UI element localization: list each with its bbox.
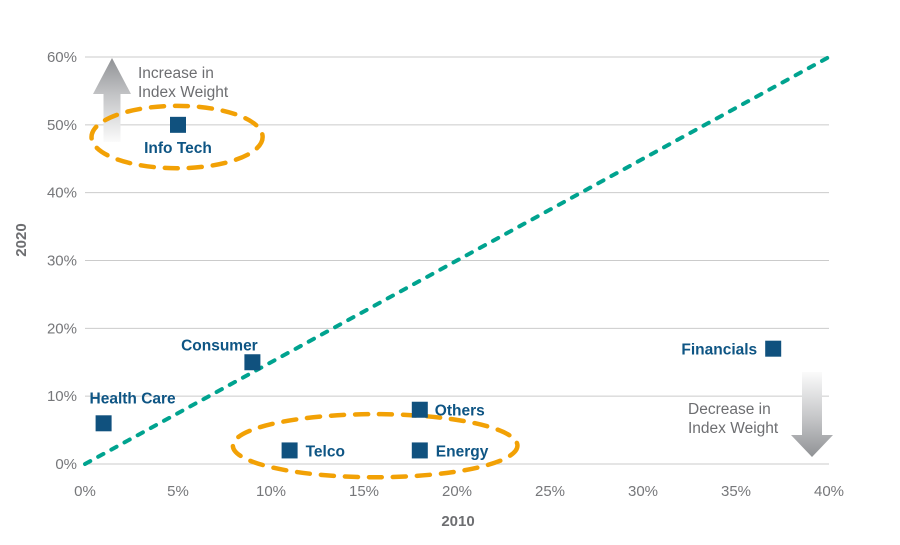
data-point-label-health-care: Health Care	[90, 390, 177, 407]
annotation-increase-line: Index Weight	[138, 84, 229, 101]
y-tick-label: 10%	[47, 388, 77, 405]
data-point-energy	[411, 442, 428, 459]
data-point-label-info-tech: Info Tech	[144, 140, 212, 157]
highlight-ellipse-telco-energy	[230, 411, 520, 480]
up-arrow-icon	[93, 58, 131, 142]
annotation-increase-line: Increase in	[138, 65, 214, 82]
annotation-decrease-line: Index Weight	[688, 420, 779, 437]
y-tick-label: 0%	[55, 456, 77, 473]
x-tick-label: 5%	[167, 483, 189, 500]
data-point-telco	[281, 442, 298, 459]
y-tick-label: 40%	[47, 185, 77, 202]
data-point-label-financials: Financials	[681, 342, 757, 359]
annotation-decrease-line: Decrease in	[688, 401, 771, 418]
x-tick-label: 10%	[256, 483, 286, 500]
down-arrow-icon	[791, 372, 833, 457]
y-tick-label: 20%	[47, 320, 77, 337]
x-tick-label: 15%	[349, 483, 379, 500]
x-tick-label: 35%	[721, 483, 751, 500]
x-tick-label: 20%	[442, 483, 472, 500]
y-axis-title: 2020	[13, 223, 30, 256]
data-point-label-telco: Telco	[306, 443, 345, 460]
data-point-label-consumer: Consumer	[181, 337, 258, 354]
data-point-label-energy: Energy	[436, 443, 489, 460]
data-point-label-others: Others	[435, 403, 485, 420]
x-tick-label: 25%	[535, 483, 565, 500]
data-point-info-tech	[170, 116, 186, 133]
x-tick-label: 40%	[814, 483, 844, 500]
data-point-others	[411, 401, 428, 418]
x-axis-title: 2010	[441, 513, 474, 530]
y-tick-label: 30%	[47, 253, 77, 270]
x-tick-label: 0%	[74, 483, 96, 500]
data-point-financials	[765, 340, 782, 357]
highlight-ellipse-info-tech	[89, 103, 265, 171]
y-tick-label: 60%	[47, 49, 77, 66]
y-tick-label: 50%	[47, 117, 77, 134]
x-tick-label: 30%	[628, 483, 658, 500]
reference-diagonal-line	[83, 55, 831, 466]
data-point-health-care	[95, 415, 112, 432]
data-point-consumer	[244, 354, 261, 371]
